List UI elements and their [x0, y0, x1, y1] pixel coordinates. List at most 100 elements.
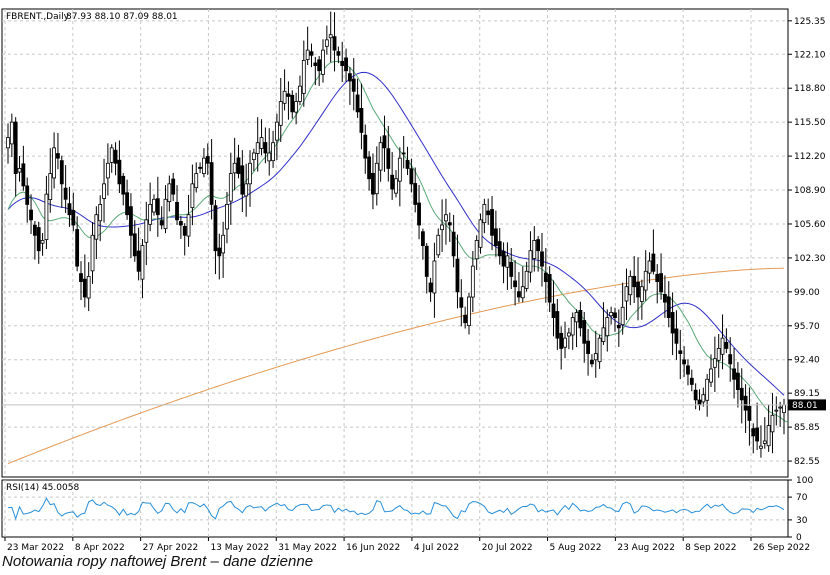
y-tick-label: 118.80	[794, 84, 826, 94]
candle-up	[432, 260, 437, 294]
candle-up	[624, 286, 629, 302]
y-tick-label: 89.15	[794, 389, 820, 399]
candle-up	[782, 404, 786, 414]
x-tick-label: 23 Mar 2022	[7, 543, 64, 553]
y-tick-label: 105.60	[794, 220, 826, 230]
x-tick-label: 5 Aug 2022	[550, 543, 602, 553]
candle-down	[674, 328, 679, 344]
candle-down	[616, 324, 621, 329]
candle-down	[417, 202, 421, 226]
candle-down	[13, 121, 18, 174]
candle-down	[36, 227, 41, 252]
candle-down	[217, 247, 222, 257]
candle-down	[463, 314, 468, 324]
chart-caption: Notowania ropy naftowej Brent – dane dzi…	[2, 553, 314, 570]
candle-up	[478, 219, 483, 248]
rsi-tick-label: 30	[796, 516, 808, 526]
candle-up	[378, 142, 383, 171]
y-tick-label: 102.30	[794, 254, 826, 264]
candle-down	[493, 228, 498, 246]
candle-up	[278, 101, 283, 126]
candle-down	[209, 162, 214, 205]
candle-up	[766, 425, 771, 447]
candle-up	[109, 147, 114, 163]
candle-down	[117, 159, 122, 185]
candle-down	[578, 310, 583, 329]
candle-up	[628, 276, 633, 296]
candle-up	[716, 348, 721, 361]
candle-down	[732, 368, 736, 380]
candle-up	[778, 406, 783, 409]
y-tick-label: 112.20	[794, 152, 826, 162]
candle-down	[428, 282, 433, 293]
candle-down	[348, 73, 352, 82]
candle-up	[397, 157, 402, 182]
candle-down	[136, 250, 141, 272]
candle-down	[555, 311, 560, 339]
candle-down	[355, 94, 360, 113]
candle-up	[436, 234, 441, 256]
x-tick-label: 8 Apr 2022	[75, 543, 125, 553]
candle-down	[736, 372, 740, 390]
candle-down	[178, 221, 183, 226]
candle-down	[490, 209, 494, 236]
candle-up	[163, 198, 168, 230]
candle-up	[301, 60, 306, 94]
candle-up	[271, 142, 275, 162]
candle-up	[701, 394, 706, 403]
candle-down	[739, 387, 744, 401]
candle-down	[113, 149, 118, 164]
candle-down	[371, 172, 375, 195]
candle-up	[255, 142, 260, 154]
ma-mid-line	[7, 71, 785, 396]
candle-down	[755, 427, 760, 442]
candle-down	[67, 203, 72, 216]
candle-down	[79, 273, 83, 282]
candle-down	[693, 389, 698, 401]
candle-down	[71, 210, 76, 226]
candle-up	[520, 286, 525, 299]
y-tick-label: 99.00	[794, 288, 820, 298]
candles	[6, 11, 786, 458]
candle-up	[563, 337, 567, 348]
candle-down	[351, 78, 356, 92]
candle-up	[467, 296, 471, 326]
candle-down	[582, 320, 587, 344]
candle-down	[240, 165, 245, 195]
candle-up	[152, 198, 156, 213]
candle-up	[190, 183, 195, 209]
candle-down	[451, 231, 456, 257]
candle-up	[167, 183, 172, 203]
candle-up	[144, 219, 149, 243]
y-tick-label: 85.85	[794, 423, 820, 433]
candle-down	[678, 350, 683, 354]
candle-up	[444, 214, 448, 222]
rsi-tick-label: 70	[796, 493, 808, 503]
candle-down	[21, 163, 26, 187]
candle-down	[182, 226, 187, 236]
candle-up	[474, 240, 479, 260]
x-tick-label: 4 Jul 2022	[414, 543, 459, 553]
candle-down	[655, 273, 660, 282]
candle-down	[401, 152, 406, 155]
candle-down	[517, 291, 521, 298]
candle-up	[52, 147, 56, 179]
candle-down	[413, 183, 418, 205]
candle-up	[148, 204, 153, 225]
x-tick-label: 27 Apr 2022	[143, 543, 199, 553]
candle-down	[363, 134, 368, 159]
candle-up	[248, 162, 252, 185]
candle-up	[102, 183, 106, 199]
candle-down	[332, 36, 337, 51]
candle-down	[586, 340, 590, 354]
candle-down	[670, 312, 675, 334]
candle-up	[605, 317, 610, 337]
candle-down	[547, 274, 552, 303]
candle-up	[762, 440, 767, 444]
candle-up	[98, 204, 103, 222]
time-axis: 23 Mar 2022 8 Apr 2022 27 Apr 2022 13 May 2…	[4, 537, 810, 553]
candle-down	[651, 253, 656, 272]
candle-down	[63, 187, 68, 200]
candle-down	[32, 224, 37, 236]
